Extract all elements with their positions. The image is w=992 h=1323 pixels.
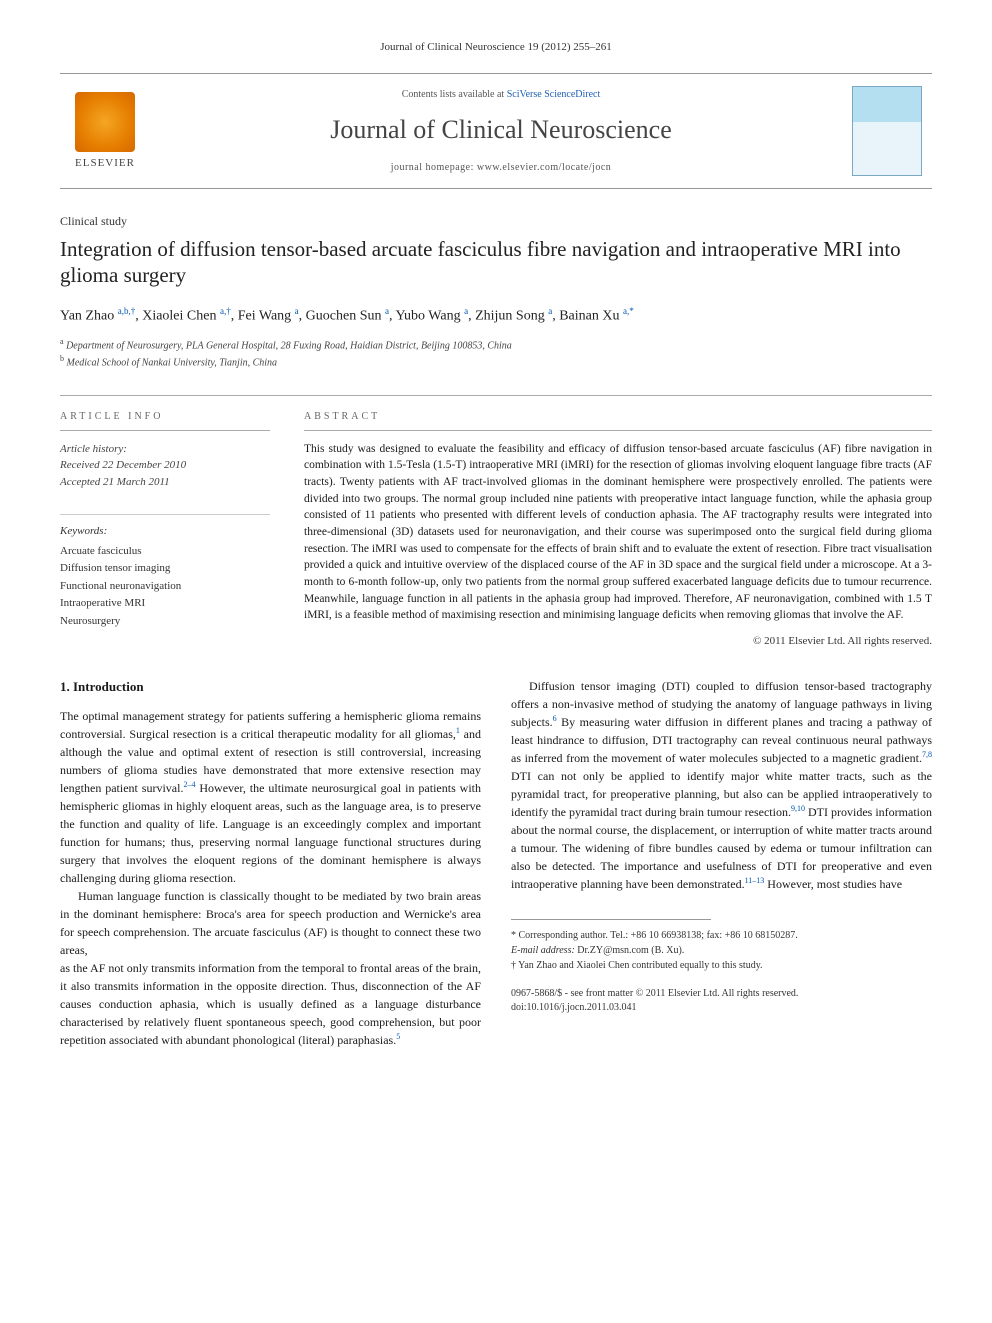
- journal-cover-thumb: [852, 86, 922, 176]
- footnote-rule: [511, 919, 711, 920]
- history-accepted: Accepted 21 March 2011: [60, 476, 170, 488]
- history-received: Received 22 December 2010: [60, 459, 186, 471]
- keywords-label: Keywords:: [60, 514, 270, 541]
- doi-line: doi:10.1016/j.jocn.2011.03.041: [511, 1001, 932, 1015]
- keywords-block: Keywords: Arcuate fasciculus Diffusion t…: [60, 514, 270, 631]
- keyword: Diffusion tensor imaging: [60, 562, 170, 574]
- article-body: 1. Introduction The optimal management s…: [60, 677, 932, 1049]
- body-para: Diffusion tensor imaging (DTI) coupled t…: [511, 677, 932, 893]
- journal-name: Journal of Clinical Neuroscience: [170, 112, 832, 148]
- article-title: Integration of diffusion tensor-based ar…: [60, 236, 932, 289]
- abstract-copyright: © 2011 Elsevier Ltd. All rights reserved…: [304, 634, 932, 649]
- keyword: Arcuate fasciculus: [60, 545, 142, 557]
- article-history: Article history: Received 22 December 20…: [60, 441, 270, 491]
- affiliation-a: a Department of Neurosurgery, PLA Genera…: [60, 336, 932, 353]
- contribution-note: † Yan Zhao and Xiaolei Chen contributed …: [511, 958, 932, 973]
- keyword: Functional neuronavigation: [60, 580, 181, 592]
- article-type: Clinical study: [60, 213, 932, 230]
- publisher-name: ELSEVIER: [60, 156, 150, 171]
- email-paren: (B. Xu).: [651, 945, 684, 956]
- history-label: Article history:: [60, 441, 270, 458]
- journal-homepage: journal homepage: www.elsevier.com/locat…: [170, 161, 832, 175]
- contents-available: Contents lists available at SciVerse Sci…: [170, 88, 832, 102]
- email-link[interactable]: Dr.ZY@msn.com: [577, 945, 648, 956]
- keyword: Intraoperative MRI: [60, 597, 145, 609]
- body-para: as the AF not only transmits information…: [60, 959, 481, 1049]
- body-para: Human language function is classically t…: [60, 887, 481, 959]
- homepage-prefix: journal homepage:: [391, 162, 477, 173]
- journal-banner: ELSEVIER Contents lists available at Sci…: [60, 73, 932, 189]
- keyword: Neurosurgery: [60, 615, 120, 627]
- author-list: Yan Zhao a,b,†, Xiaolei Chen a,†, Fei Wa…: [60, 305, 932, 326]
- corresponding-author-note: * Corresponding author. Tel.: +86 10 669…: [511, 928, 932, 943]
- affiliations: a Department of Neurosurgery, PLA Genera…: [60, 336, 932, 371]
- banner-center: Contents lists available at SciVerse Sci…: [170, 88, 832, 174]
- publisher-logo: ELSEVIER: [60, 92, 150, 171]
- running-head: Journal of Clinical Neuroscience 19 (201…: [60, 40, 932, 55]
- doi-block: 0967-5868/$ - see front matter © 2011 El…: [511, 987, 932, 1015]
- email-line: E-mail address: Dr.ZY@msn.com (B. Xu).: [511, 943, 932, 958]
- body-para: The optimal management strategy for pati…: [60, 707, 481, 887]
- abstract-heading: ABSTRACT: [304, 410, 932, 431]
- elsevier-tree-icon: [75, 92, 135, 152]
- sciencedirect-link[interactable]: SciVerse ScienceDirect: [507, 89, 601, 100]
- article-info-heading: ARTICLE INFO: [60, 410, 270, 431]
- footnotes: * Corresponding author. Tel.: +86 10 669…: [511, 928, 932, 973]
- contents-prefix: Contents lists available at: [402, 89, 507, 100]
- article-info: ARTICLE INFO Article history: Received 2…: [60, 410, 270, 650]
- affiliation-b: b Medical School of Nankai University, T…: [60, 353, 932, 370]
- email-label: E-mail address:: [511, 945, 575, 956]
- abstract-text: This study was designed to evaluate the …: [304, 441, 932, 624]
- abstract: ABSTRACT This study was designed to eval…: [304, 410, 932, 650]
- front-matter-line: 0967-5868/$ - see front matter © 2011 El…: [511, 987, 932, 1001]
- section-1-heading: 1. Introduction: [60, 677, 481, 697]
- info-abstract-block: ARTICLE INFO Article history: Received 2…: [60, 395, 932, 650]
- homepage-url[interactable]: www.elsevier.com/locate/jocn: [477, 162, 611, 173]
